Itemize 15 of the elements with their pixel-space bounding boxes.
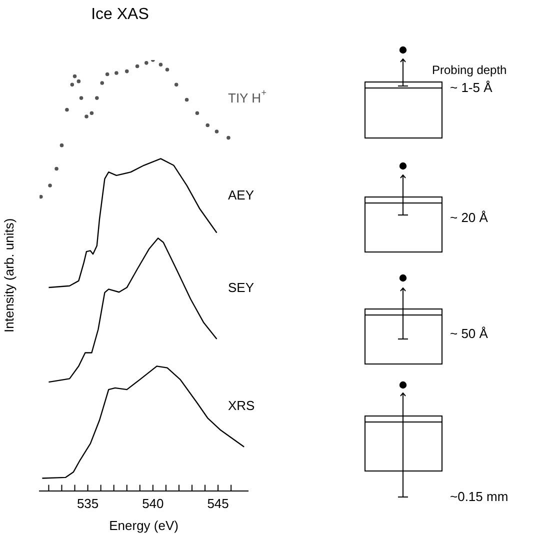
chart-title: Ice XAS xyxy=(90,6,150,24)
text: Probing depth xyxy=(432,63,507,77)
text: AEY xyxy=(228,187,254,202)
x-axis-title: Energy (eV) xyxy=(109,518,178,533)
x-tick-label: 540 xyxy=(142,496,164,512)
x-tick-label: 545 xyxy=(207,496,229,512)
series-label: XRS xyxy=(228,398,256,414)
text: SEY xyxy=(228,280,254,296)
text: TIY H+ xyxy=(228,87,266,106)
text: ~ 1-5 Å xyxy=(450,80,492,95)
text: ~ 50 Å xyxy=(450,326,488,341)
x-tick-label: 535 xyxy=(76,496,99,512)
text: ~0.15 mm xyxy=(450,489,508,504)
y-axis-title: Intensity (arb. units) xyxy=(1,218,16,332)
text: ~ 20 Å xyxy=(450,210,488,225)
